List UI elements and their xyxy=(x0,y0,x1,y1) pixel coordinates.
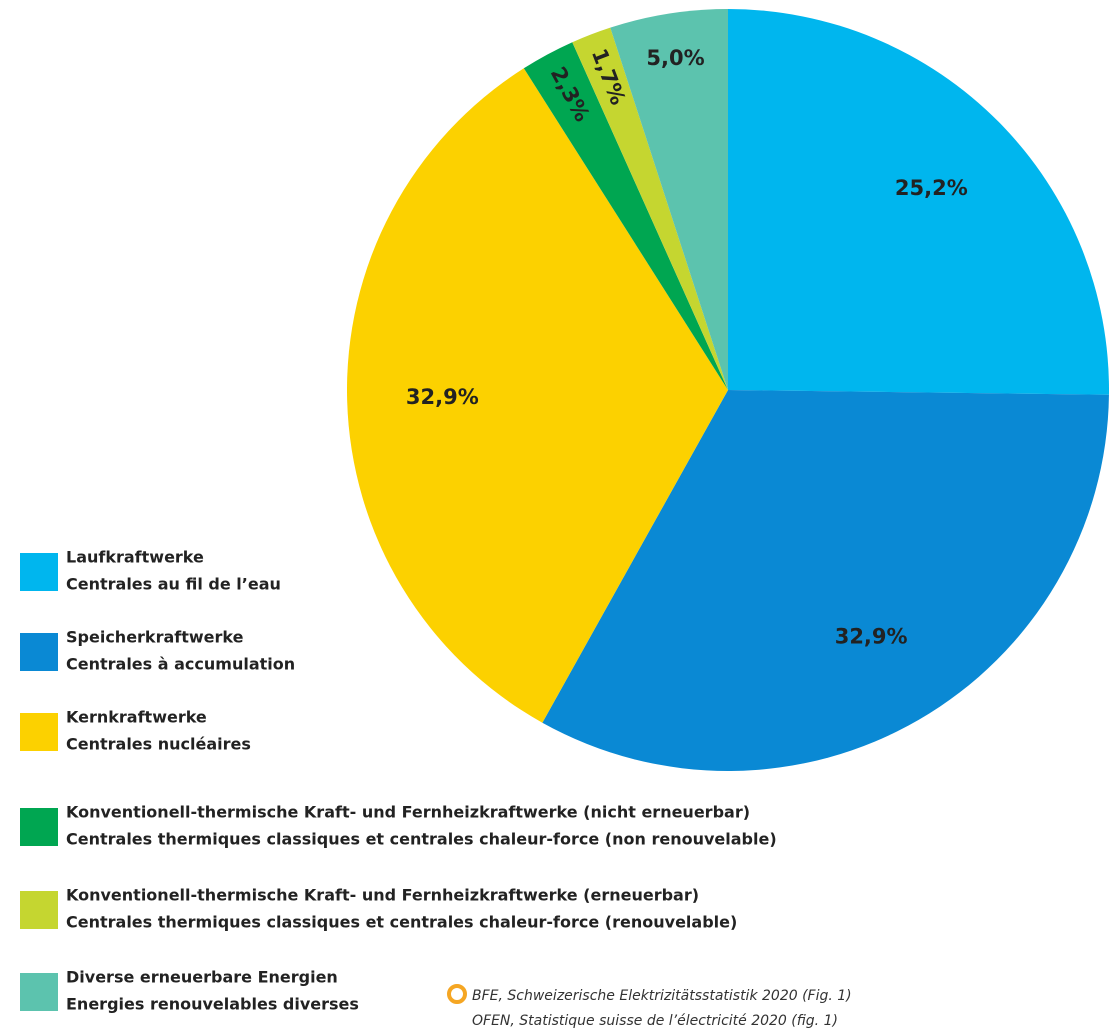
legend-label: Konventionell-thermische Kraft- und Fern… xyxy=(66,803,750,822)
pie-slice xyxy=(542,390,1109,772)
pie-slice xyxy=(572,27,728,391)
pie-slice xyxy=(523,42,728,391)
data-label: 32,9% xyxy=(406,385,479,409)
legend-label: Speicherkraftwerke xyxy=(66,628,244,647)
source-icon xyxy=(447,984,467,1004)
legend-label: Centrales thermiques classiques et centr… xyxy=(66,913,737,932)
legend-swatch xyxy=(20,633,58,671)
source: OFEN, Statistique suisse de l’électricit… xyxy=(472,1013,838,1029)
legend-label: Kernkraftwerke xyxy=(66,708,207,727)
legend-swatch xyxy=(20,808,58,846)
legend-label: Laufkraftwerke xyxy=(66,548,204,567)
legend-swatch xyxy=(20,713,58,751)
pie-slice xyxy=(346,68,728,723)
legend-label: Energies renouvelables diverses xyxy=(66,995,359,1014)
data-label: 25,2% xyxy=(895,176,968,200)
legend-label: Centrales nucléaires xyxy=(66,735,251,754)
legend-label: Centrales thermiques classiques et centr… xyxy=(66,830,777,849)
data-label: 32,9% xyxy=(835,624,908,648)
pie-slice xyxy=(610,9,728,390)
data-label: 5,0% xyxy=(646,46,704,70)
legend-swatch xyxy=(20,553,58,591)
legend-label: Centrales à accumulation xyxy=(66,655,295,674)
legend-swatch xyxy=(20,973,58,1011)
source: BFE, Schweizerische Elektrizitätsstatist… xyxy=(472,988,852,1004)
legend-label: Konventionell-thermische Kraft- und Fern… xyxy=(66,886,699,905)
legend-label: Centrales au fil de l’eau xyxy=(66,575,281,594)
legend-label: Diverse erneuerbare Energien xyxy=(66,968,338,987)
legend-swatch xyxy=(20,891,58,929)
pie-slice xyxy=(728,9,1109,395)
